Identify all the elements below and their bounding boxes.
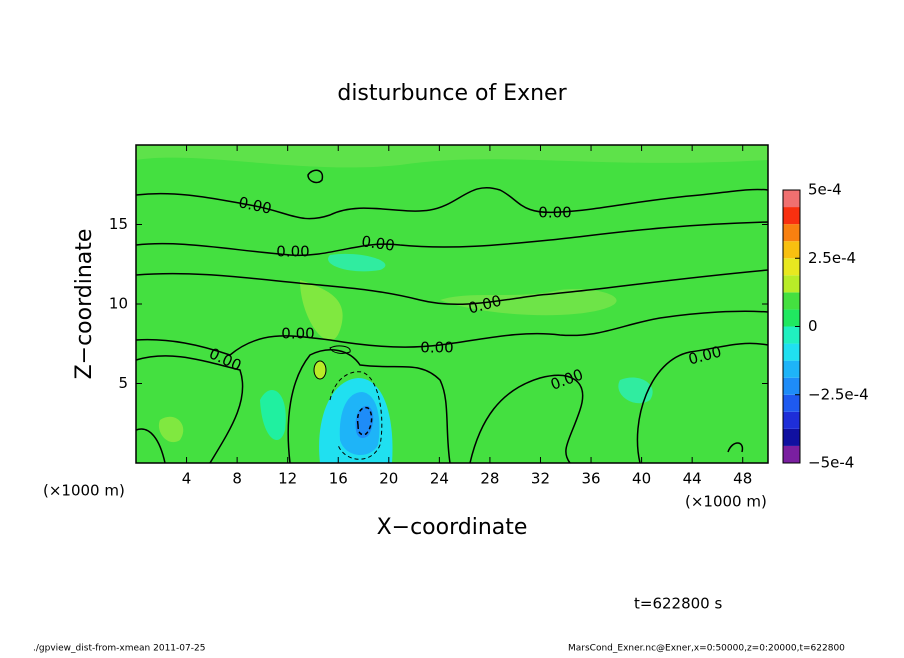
colorbar-tick-label: 0 bbox=[808, 317, 818, 335]
field-patch bbox=[440, 289, 617, 316]
x-unit-label: (×1000 m) bbox=[43, 482, 125, 500]
colorbar-band bbox=[783, 241, 800, 259]
field-patch bbox=[313, 360, 327, 380]
y-tick-label: 5 bbox=[118, 374, 128, 392]
field-patch bbox=[260, 390, 286, 440]
colorbar-band bbox=[783, 445, 800, 463]
contour-line bbox=[469, 374, 584, 464]
contour-line bbox=[727, 442, 744, 453]
colorbar-band bbox=[783, 292, 800, 310]
field-patch bbox=[618, 377, 653, 404]
field-patch bbox=[355, 405, 374, 438]
x-tick-label: 32 bbox=[531, 470, 550, 488]
field-patch bbox=[300, 280, 343, 341]
colorbar-band bbox=[783, 394, 800, 412]
field bbox=[136, 145, 768, 463]
colorbar-band bbox=[783, 343, 800, 361]
x-tick-label: 12 bbox=[278, 470, 297, 488]
contour-line bbox=[135, 310, 769, 356]
x-tick-label: 8 bbox=[232, 470, 242, 488]
x-unit-label: (×1000 m) bbox=[685, 493, 767, 511]
contour-line bbox=[329, 345, 351, 354]
contour-line bbox=[329, 371, 383, 460]
chart-title: disturbunce of Exner bbox=[337, 81, 567, 106]
colorbar-tick-label: 2.5e-4 bbox=[808, 249, 856, 267]
footer-right: MarsCond_Exner.nc@Exner,x=0:50000,z=0:20… bbox=[568, 644, 845, 654]
colorbar-tick-label: −5e-4 bbox=[808, 454, 854, 472]
colorbar-band bbox=[783, 360, 800, 378]
contours bbox=[135, 169, 769, 464]
y-tick-label: 10 bbox=[109, 295, 128, 313]
contour-line bbox=[356, 406, 373, 436]
colorbar-band bbox=[783, 275, 800, 293]
colorbar-band bbox=[783, 207, 800, 225]
contour-label: 0.00 bbox=[538, 204, 571, 222]
contour-label: 0.00 bbox=[360, 232, 396, 254]
contour-line bbox=[135, 355, 244, 464]
time-label: t=622800 s bbox=[634, 595, 722, 613]
colorbar-band bbox=[783, 411, 800, 429]
colorbar-band bbox=[783, 428, 800, 446]
x-tick-label: 28 bbox=[480, 470, 499, 488]
colorbar-tick-label: 5e-4 bbox=[808, 181, 842, 199]
field-patch bbox=[136, 145, 768, 168]
x-tick-label: 20 bbox=[379, 470, 398, 488]
contour-line bbox=[135, 428, 166, 464]
contour-line bbox=[135, 221, 769, 257]
field-patch bbox=[158, 416, 184, 443]
contour-line bbox=[636, 342, 769, 464]
field-patch bbox=[328, 253, 386, 272]
footer-left: ./gpview_dist-from-xmean 2011-07-25 bbox=[33, 644, 205, 654]
colorbar-tick-label: −2.5e-4 bbox=[808, 385, 869, 403]
contour-line bbox=[135, 269, 769, 306]
x-tick-label: 36 bbox=[581, 470, 600, 488]
contour-label: 0.00 bbox=[281, 325, 314, 343]
contour-label: 0.00 bbox=[420, 339, 453, 357]
x-tick-label: 24 bbox=[430, 470, 449, 488]
colorbar-band bbox=[783, 326, 800, 344]
x-tick-label: 48 bbox=[733, 470, 752, 488]
y-tick-label: 15 bbox=[109, 215, 128, 233]
x-tick-label: 40 bbox=[632, 470, 651, 488]
contour-label: 0.00 bbox=[276, 243, 309, 261]
contour-line bbox=[307, 169, 324, 184]
x-tick-label: 44 bbox=[683, 470, 702, 488]
contour-line bbox=[135, 187, 769, 220]
x-tick-label: 16 bbox=[329, 470, 348, 488]
x-axis-label: X−coordinate bbox=[377, 515, 528, 540]
y-axis-label: Z−coordinate bbox=[72, 229, 97, 380]
colorbar-band bbox=[783, 377, 800, 395]
colorbar-band bbox=[783, 190, 800, 208]
colorbar-band bbox=[783, 258, 800, 276]
colorbar-band bbox=[783, 224, 800, 242]
x-tick-label: 4 bbox=[182, 470, 192, 488]
contour-line bbox=[287, 349, 451, 464]
colorbar-band bbox=[783, 309, 800, 327]
